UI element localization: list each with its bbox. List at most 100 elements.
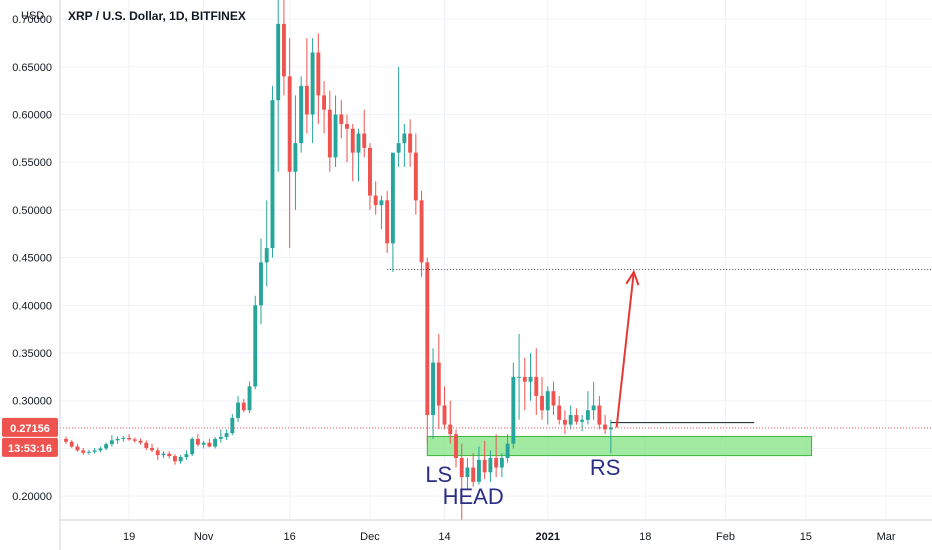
- candle-body: [568, 415, 573, 425]
- price-tick-label: 0.65000: [12, 62, 52, 74]
- candle: [425, 257, 430, 444]
- candle-body: [236, 402, 241, 418]
- candle-body: [362, 133, 367, 148]
- candle: [517, 333, 522, 420]
- candle: [287, 38, 292, 249]
- candle-body: [603, 424, 608, 430]
- candle-body: [545, 391, 550, 411]
- candle-body: [195, 438, 200, 445]
- candle: [494, 434, 499, 478]
- candle-body: [104, 444, 109, 449]
- candle-body: [402, 133, 407, 144]
- candle: [459, 443, 464, 520]
- support-zone: [426, 436, 813, 457]
- candle-body: [557, 405, 562, 420]
- candle: [195, 434, 200, 447]
- candle: [545, 386, 550, 425]
- candle-body: [201, 442, 206, 445]
- candle-body: [253, 305, 258, 387]
- candle-body: [345, 124, 349, 129]
- candle-body: [281, 23, 286, 77]
- time-tick-label: 19: [123, 531, 135, 543]
- candle: [385, 190, 390, 253]
- candle-body: [551, 391, 556, 406]
- candle-body: [115, 438, 120, 441]
- candle-body: [132, 439, 137, 441]
- candle-body: [442, 405, 447, 425]
- candle-body: [368, 147, 372, 196]
- candle: [345, 114, 349, 163]
- time-axis[interactable]: 19 Nov 16 Dec 14 2021 18 Feb 15 Mar: [123, 531, 896, 543]
- candle: [144, 440, 149, 451]
- candle-body: [425, 262, 430, 416]
- candle: [373, 181, 378, 215]
- candle: [155, 447, 160, 460]
- candle-body: [585, 410, 590, 420]
- candle-body: [419, 200, 424, 263]
- support-zone-box: [426, 436, 813, 457]
- candle-body: [299, 85, 304, 144]
- countdown-label: 13:53:16: [8, 443, 52, 455]
- candle: [81, 447, 86, 455]
- time-tick-label: 2021: [536, 531, 560, 543]
- candle-body: [173, 456, 177, 462]
- candle: [574, 408, 579, 425]
- candle-body: [230, 417, 235, 434]
- candle: [408, 119, 413, 167]
- candle: [379, 195, 384, 229]
- candle-body: [488, 457, 493, 473]
- candle: [454, 429, 458, 468]
- candle-body: [259, 262, 263, 306]
- candle-body: [98, 448, 103, 451]
- candle-body: [396, 143, 401, 153]
- candle-body: [155, 450, 160, 456]
- candle: [362, 109, 367, 158]
- grid: [60, 0, 932, 520]
- candle-body: [121, 437, 126, 439]
- candle-body: [528, 376, 533, 382]
- candle-body: [75, 446, 80, 451]
- candle-body: [167, 453, 172, 457]
- candle: [339, 100, 344, 139]
- candle-body: [517, 376, 522, 378]
- candle-body: [69, 441, 74, 447]
- candle-body: [247, 386, 252, 411]
- candle: [316, 33, 321, 125]
- candle: [551, 381, 556, 416]
- pattern-label: LS: [425, 462, 452, 487]
- candle: [236, 395, 241, 422]
- candle-body: [287, 76, 292, 172]
- candle-body: [144, 442, 149, 448]
- candle: [276, 0, 281, 172]
- candle-body: [448, 424, 453, 435]
- candle-body: [459, 457, 464, 478]
- candle-body: [373, 195, 378, 206]
- candle: [322, 81, 327, 134]
- candle: [293, 95, 298, 210]
- candle-body: [356, 133, 361, 153]
- projection-arrow: [615, 269, 640, 428]
- candle-body: [390, 152, 395, 244]
- candle-body: [563, 419, 567, 425]
- time-tick-label: Mar: [877, 531, 896, 543]
- candle: [465, 457, 470, 489]
- candle-body: [413, 152, 418, 201]
- candle: [436, 333, 441, 430]
- candle: [69, 439, 74, 448]
- time-tick-label: 15: [800, 531, 812, 543]
- price-tick-label: 0.40000: [12, 300, 52, 312]
- candle: [310, 38, 315, 144]
- candle: [104, 442, 109, 451]
- candles: [64, 0, 613, 520]
- candle-body: [178, 457, 183, 462]
- candle: [499, 453, 504, 478]
- price-tick-label: 0.45000: [12, 253, 52, 265]
- last-price-marker: 0.27156 13:53:16: [2, 417, 58, 457]
- candle-body: [304, 85, 309, 115]
- arrow-shaft: [615, 271, 635, 428]
- price-axis[interactable]: 0.200000.250000.300000.350000.400000.450…: [12, 14, 52, 503]
- candle-body: [64, 438, 68, 442]
- candle: [585, 391, 590, 425]
